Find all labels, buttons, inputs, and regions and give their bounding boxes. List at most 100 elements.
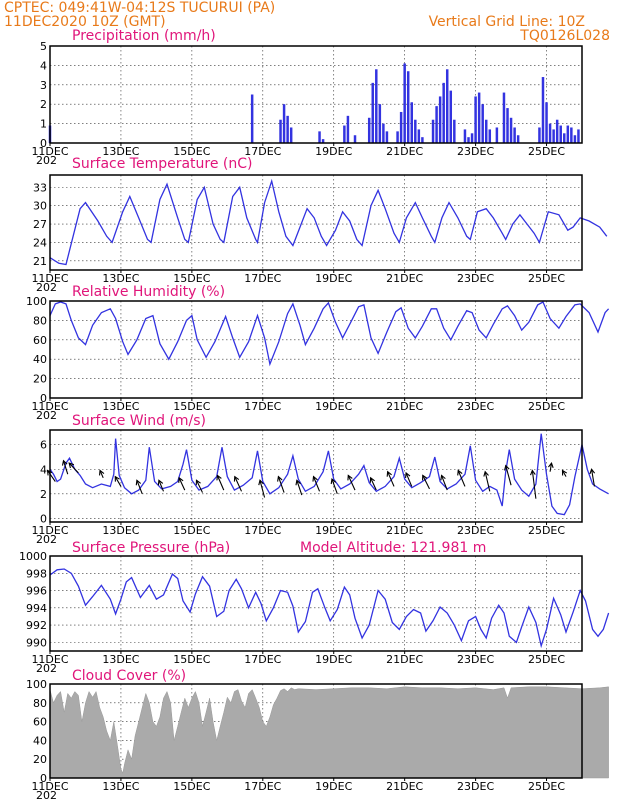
cloud-ytick-label: 40 bbox=[33, 734, 47, 747]
cloud-ytick-label: 80 bbox=[33, 697, 47, 710]
rh-xtick-label: 15DEC bbox=[173, 400, 210, 413]
temp-frame bbox=[49, 174, 583, 271]
pressure-title: Surface Pressure (hPa) bbox=[72, 540, 230, 556]
rh-ytick-label: 20 bbox=[33, 373, 47, 386]
wind-arrow bbox=[99, 470, 104, 479]
precip-bar bbox=[506, 108, 509, 143]
wind-arrow-head bbox=[68, 462, 75, 469]
cloud-ytick-label: 0 bbox=[40, 772, 47, 785]
cloud-xtick-label: 23DEC bbox=[457, 780, 494, 793]
precip-ytick-label: 3 bbox=[40, 79, 47, 92]
precip-ytick-label: 5 bbox=[40, 40, 47, 53]
wind-arrow bbox=[549, 463, 553, 472]
wind-arrow bbox=[387, 471, 395, 487]
precip-bar bbox=[555, 119, 559, 143]
wind-xtick-label: 25DEC bbox=[528, 524, 565, 537]
wind-arrow-head bbox=[195, 479, 201, 486]
precip-bar bbox=[541, 77, 545, 143]
rh-ytick-label: 100 bbox=[26, 295, 47, 308]
precip-bar bbox=[552, 129, 555, 143]
cloud-xtick-label: 13DEC bbox=[102, 780, 139, 793]
precip-xtick-label: 21DEC bbox=[386, 145, 423, 158]
wind-arrow-head bbox=[457, 469, 463, 476]
temp-series-line bbox=[49, 178, 608, 266]
wind-frame bbox=[49, 429, 583, 523]
cloud-xtick-label: 25DEC bbox=[528, 780, 565, 793]
wind-arrow-head bbox=[369, 476, 375, 483]
precip-xtick-label: 17DEC bbox=[244, 145, 281, 158]
precip-title: Precipitation (mm/h) bbox=[72, 28, 216, 44]
precip-bar bbox=[375, 69, 378, 143]
rh-ytick-label: 0 bbox=[40, 392, 47, 405]
precip-bar bbox=[484, 119, 488, 143]
wind-ytick-label: 2 bbox=[40, 488, 47, 501]
rh-xtick-label: 25DEC bbox=[528, 400, 565, 413]
wind-arrow bbox=[562, 470, 567, 477]
precip-bar bbox=[573, 135, 577, 143]
temp-xtick-label: 25DEC bbox=[528, 272, 565, 285]
plot-area: 0 1 2 3 4 5 11DEC 13DEC 15DEC 17DEC 19DEC 21DEC 23DE… bbox=[19, 40, 610, 800]
precip-bar bbox=[538, 127, 541, 143]
wind-xtick-label: 23DEC bbox=[457, 524, 494, 537]
wind-arrow-head bbox=[277, 475, 283, 482]
wind-year-label: 202 bbox=[36, 533, 57, 546]
wind-arrow-head bbox=[422, 474, 428, 481]
pressure-ytick-label: 996 bbox=[26, 585, 47, 598]
precip-bar bbox=[385, 131, 389, 143]
rh-series-line bbox=[49, 301, 610, 367]
precip-xtick-label: 15DEC bbox=[173, 145, 210, 158]
precip-bar bbox=[463, 129, 467, 143]
wind-arrow bbox=[68, 462, 79, 474]
cloud-title: Cloud Cover (%) bbox=[72, 668, 186, 684]
precip-bar bbox=[279, 119, 282, 143]
precip-xtick-label: 23DEC bbox=[457, 145, 494, 158]
wind-arrow bbox=[158, 480, 165, 492]
wind-arrow-head bbox=[547, 461, 554, 469]
cloud-xtick-label: 15DEC bbox=[173, 780, 210, 793]
pressure-xtick-label: 19DEC bbox=[315, 653, 352, 666]
wind-arrow-head bbox=[135, 479, 142, 486]
precip-bar bbox=[353, 135, 357, 143]
cloud-ytick-label: 100 bbox=[26, 678, 47, 691]
precip-bar bbox=[563, 133, 566, 143]
wind-arrow-head bbox=[258, 479, 264, 486]
wind-arrow bbox=[47, 470, 56, 482]
precip-bar bbox=[545, 102, 548, 143]
cloud-xtick-label: 19DEC bbox=[315, 780, 352, 793]
rh-title: Relative Humidity (%) bbox=[72, 284, 225, 300]
wind-arrow-head bbox=[99, 469, 105, 476]
wind-arrow bbox=[457, 470, 466, 487]
wind-arrow bbox=[591, 469, 595, 487]
pressure-xtick-label: 15DEC bbox=[173, 653, 210, 666]
precip-bar bbox=[502, 92, 506, 143]
precip-bar bbox=[513, 127, 516, 143]
precip-bar bbox=[516, 135, 520, 143]
cloud-xtick-label: 11DEC bbox=[31, 780, 68, 793]
wind-ytick-label: 6 bbox=[40, 439, 47, 452]
precip-bar bbox=[548, 123, 552, 143]
temp-ytick-label: 30 bbox=[33, 200, 47, 213]
precip-bar bbox=[495, 127, 499, 143]
wind-arrow-head bbox=[347, 474, 353, 481]
precip-bar bbox=[431, 119, 435, 143]
temp-xtick-label: 17DEC bbox=[244, 272, 281, 285]
wind-xtick-label: 13DEC bbox=[102, 524, 139, 537]
wind-arrow bbox=[347, 475, 356, 491]
wind-arrow-head bbox=[504, 464, 510, 471]
precip-bar bbox=[410, 102, 414, 143]
wind-arrow bbox=[216, 475, 225, 491]
precip-bar bbox=[453, 119, 456, 143]
rh-year-label: 202 bbox=[36, 409, 57, 422]
header-code: TQ0126L028 bbox=[519, 28, 610, 44]
pressure-ytick-label: 992 bbox=[26, 619, 47, 632]
wind-xtick-label: 11DEC bbox=[31, 524, 68, 537]
wind-arrow-head bbox=[483, 470, 489, 477]
rh-ytick-label: 80 bbox=[33, 314, 47, 327]
temp-xtick-label: 21DEC bbox=[386, 272, 423, 285]
wind-arrow-head bbox=[561, 469, 568, 476]
precip-bar bbox=[250, 94, 254, 143]
rh-xtick-label: 13DEC bbox=[102, 400, 139, 413]
temp-xtick-label: 19DEC bbox=[315, 272, 352, 285]
precip-bar bbox=[435, 106, 438, 143]
